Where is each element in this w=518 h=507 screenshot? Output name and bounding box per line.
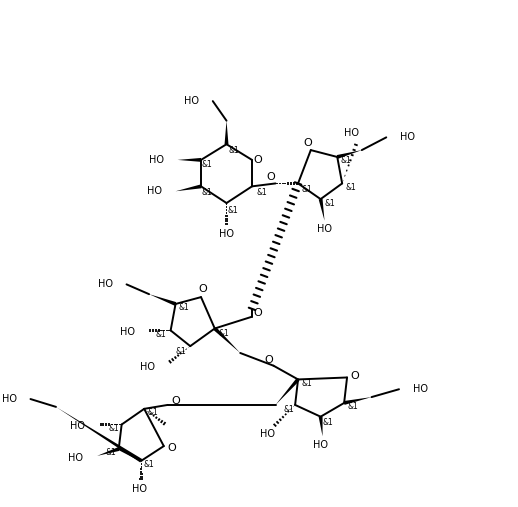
Text: &1: &1 — [324, 199, 335, 207]
Text: O: O — [253, 308, 262, 318]
Text: O: O — [264, 355, 273, 365]
Text: &1: &1 — [148, 408, 159, 417]
Text: O: O — [171, 396, 180, 406]
Polygon shape — [149, 294, 176, 306]
Polygon shape — [178, 158, 201, 162]
Text: HO: HO — [149, 155, 164, 165]
Polygon shape — [213, 327, 240, 353]
Text: &1: &1 — [341, 156, 351, 165]
Text: HO: HO — [132, 484, 147, 494]
Text: HO: HO — [2, 394, 17, 404]
Text: HO: HO — [70, 421, 85, 431]
Text: &1: &1 — [202, 160, 212, 169]
Text: HO: HO — [184, 96, 199, 106]
Text: &1: &1 — [284, 405, 295, 414]
Text: HO: HO — [140, 361, 155, 372]
Text: &1: &1 — [202, 188, 212, 197]
Text: HO: HO — [317, 224, 332, 234]
Text: &1: &1 — [106, 449, 116, 457]
Text: &1: &1 — [108, 424, 119, 433]
Text: HO: HO — [313, 440, 328, 450]
Polygon shape — [319, 199, 324, 221]
Polygon shape — [97, 447, 119, 456]
Text: &1: &1 — [256, 188, 267, 197]
Text: &1: &1 — [155, 330, 166, 339]
Polygon shape — [319, 416, 323, 437]
Text: HO: HO — [260, 429, 275, 440]
Text: &1: &1 — [227, 206, 238, 215]
Text: &1: &1 — [301, 185, 312, 194]
Text: &1: &1 — [346, 183, 356, 192]
Text: O: O — [198, 284, 207, 294]
Polygon shape — [56, 407, 142, 462]
Text: O: O — [351, 371, 359, 381]
Polygon shape — [224, 121, 228, 144]
Text: &1: &1 — [322, 418, 333, 427]
Text: &1: &1 — [175, 346, 186, 355]
Text: HO: HO — [68, 453, 83, 463]
Text: O: O — [304, 138, 312, 148]
Text: &1: &1 — [348, 403, 358, 411]
Text: HO: HO — [413, 384, 428, 394]
Text: O: O — [253, 155, 262, 165]
Text: &1: &1 — [229, 146, 240, 155]
Text: &1: &1 — [218, 329, 229, 338]
Polygon shape — [176, 185, 202, 191]
Text: &1: &1 — [301, 379, 312, 388]
Text: HO: HO — [147, 186, 162, 196]
Text: &1: &1 — [143, 460, 154, 469]
Polygon shape — [337, 150, 362, 159]
Text: HO: HO — [219, 229, 234, 239]
Text: O: O — [266, 171, 275, 182]
Polygon shape — [276, 378, 299, 405]
Polygon shape — [344, 397, 371, 405]
Text: HO: HO — [400, 132, 415, 142]
Text: HO: HO — [344, 128, 359, 138]
Text: HO: HO — [120, 328, 135, 337]
Text: O: O — [167, 443, 176, 453]
Text: &1: &1 — [178, 303, 189, 312]
Text: HO: HO — [98, 279, 113, 289]
